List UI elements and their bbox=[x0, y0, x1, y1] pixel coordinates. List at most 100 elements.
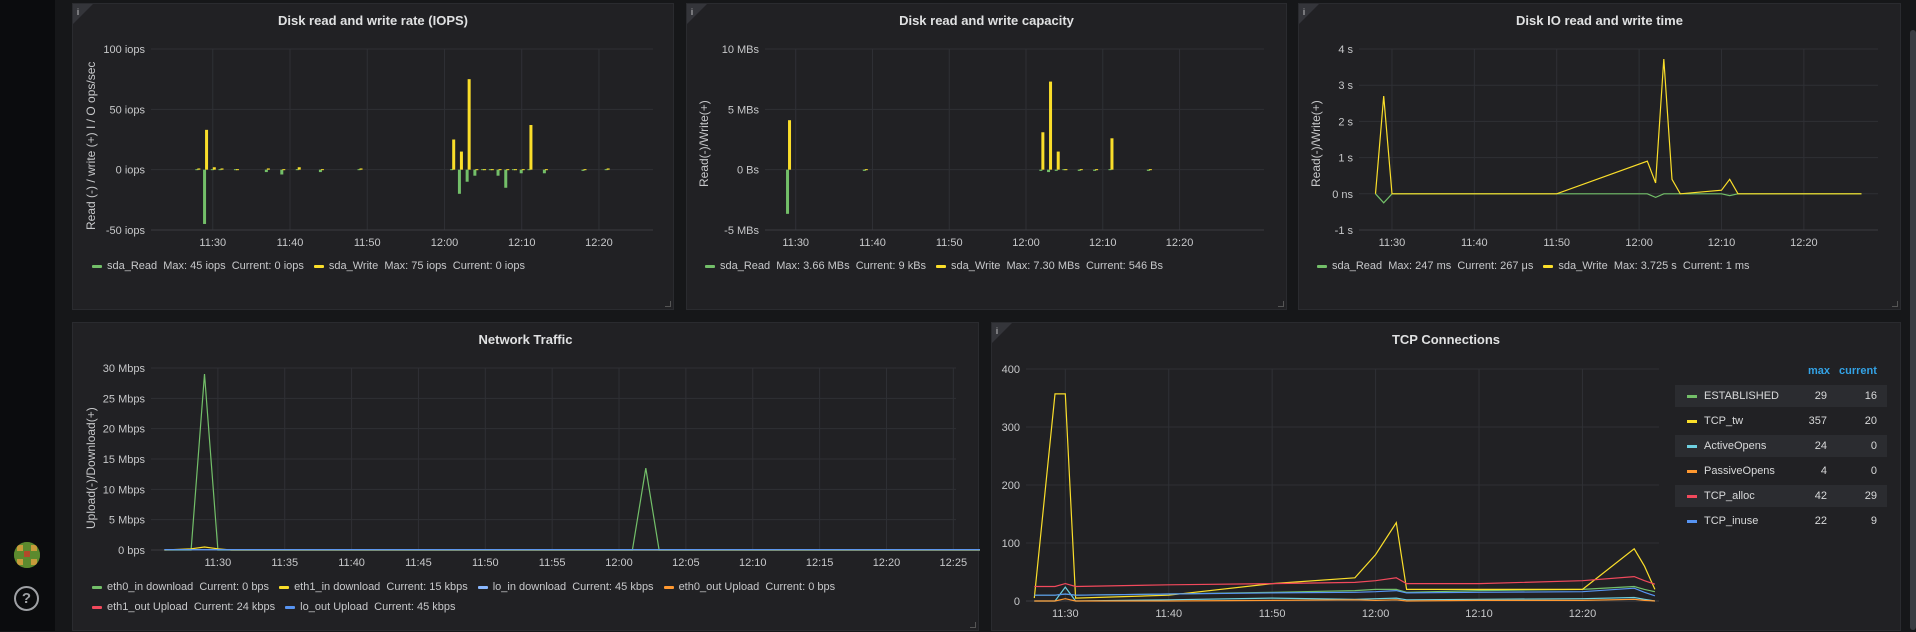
legend-swatch bbox=[477, 585, 488, 589]
header-max[interactable]: max bbox=[1808, 365, 1831, 377]
legend-label: ESTABLISHED bbox=[1704, 390, 1779, 402]
bar-sda_Write bbox=[297, 167, 301, 170]
x-tick-label: 11:40 bbox=[1155, 608, 1182, 620]
legend-label: sda_Write Max: 75 iops Current: 0 iops bbox=[328, 260, 525, 272]
legend-item[interactable]: lo_in download Current: 45 kbps bbox=[477, 577, 654, 597]
tcp-legend-row-TCP_tw[interactable]: TCP_tw 357 20 bbox=[1675, 410, 1887, 432]
bar-sda_Read bbox=[357, 169, 361, 171]
x-tick-label: 12:20 bbox=[1790, 237, 1818, 249]
x-tick-label: 11:55 bbox=[539, 557, 566, 569]
legend-item[interactable]: eth1_in download Current: 15 kbps bbox=[279, 577, 468, 597]
legend-swatch bbox=[313, 264, 324, 268]
info-icon[interactable]: i bbox=[1299, 4, 1319, 24]
x-tick-label: 11:30 bbox=[199, 237, 226, 249]
y-tick-label: 20 Mbps bbox=[103, 424, 146, 436]
bar-sda_Read bbox=[457, 169, 461, 194]
tcp-legend-row-ESTABLISHED[interactable]: ESTABLISHED 29 16 bbox=[1675, 385, 1887, 407]
bar-sda_Write bbox=[788, 120, 792, 170]
bar-sda_Write bbox=[529, 125, 533, 170]
legend-item[interactable]: sda_Read Max: 247 ms Current: 267 μs bbox=[1317, 260, 1533, 272]
panel-disk-capacity: i Disk read and write capacity Read(-)/W… bbox=[686, 3, 1287, 310]
bar-sda_Read bbox=[218, 169, 222, 171]
panel-title: Disk read and write capacity bbox=[899, 13, 1074, 28]
legend-swatch bbox=[1687, 445, 1697, 448]
legend-label: eth0_in download Current: 0 bps bbox=[107, 581, 270, 593]
legend-swatch bbox=[285, 605, 296, 609]
legend-row: eth1_out Upload Current: 24 kbps lo_out U… bbox=[92, 597, 845, 617]
y-tick-label: -50 iops bbox=[106, 225, 146, 237]
legend-item[interactable]: eth0_out Upload Current: 0 bps bbox=[663, 577, 835, 597]
legend-item[interactable]: sda_Read Max: 3.66 MBs Current: 9 kBs bbox=[705, 260, 926, 272]
legend-swatch bbox=[92, 605, 102, 609]
bar-sda_Read bbox=[1047, 169, 1051, 173]
tcp-legend-row-ActiveOpens[interactable]: ActiveOpens 24 0 bbox=[1675, 435, 1887, 457]
legend-item[interactable]: eth1_out Upload Current: 24 kbps bbox=[92, 597, 275, 617]
info-icon[interactable]: i bbox=[73, 4, 93, 24]
resize-handle[interactable] bbox=[665, 301, 671, 307]
resize-handle[interactable] bbox=[1892, 301, 1898, 307]
y-tick-label: 400 bbox=[1002, 364, 1020, 376]
bar-sda_Write bbox=[483, 169, 487, 171]
legend-row: eth0_in download Current: 0 bps eth1_in d… bbox=[92, 577, 845, 597]
legend-item[interactable]: sda_Read Max: 45 iops Current: 0 iops bbox=[92, 260, 304, 272]
help-icon[interactable]: ? bbox=[14, 586, 39, 611]
io-time-chart: 4 s 3 s 2 s 1 s 0 ns -1 s 11:30 11:40 11:50 12:00… bbox=[1332, 44, 1878, 249]
legend-swatch bbox=[705, 264, 715, 268]
legend-item[interactable]: sda_Write Max: 7.30 MBs Current: 546 Bs bbox=[936, 260, 1163, 272]
legend-label: sda_Read Max: 247 ms Current: 267 μs bbox=[1332, 260, 1534, 272]
panel-disk-iops: i Disk read and write rate (IOPS) Read (… bbox=[72, 3, 674, 310]
tcp-legend-row-TCP_alloc[interactable]: TCP_alloc 42 29 bbox=[1675, 485, 1887, 507]
header-current[interactable]: current bbox=[1839, 365, 1877, 377]
avatar[interactable] bbox=[14, 542, 40, 568]
current-value: 20 bbox=[1864, 415, 1877, 427]
legend-item[interactable]: lo_out Upload Current: 45 kbps bbox=[285, 597, 456, 617]
legend-label: eth1_out Upload Current: 24 kbps bbox=[107, 601, 276, 613]
legend-item[interactable]: sda_Write Max: 3.725 s Current: 1 ms bbox=[1543, 260, 1750, 272]
x-tick-label: 12:25 bbox=[940, 557, 968, 569]
y-tick-label: 10 Mbps bbox=[103, 484, 146, 496]
y-tick-label: 50 iops bbox=[110, 104, 146, 116]
y-tick-label: 10 MBs bbox=[722, 44, 760, 56]
bar-sda_Write bbox=[1095, 169, 1099, 171]
svg-text:i: i bbox=[691, 7, 693, 17]
x-tick-label: 12:10 bbox=[1708, 237, 1736, 249]
bar-sda_Write bbox=[1110, 138, 1114, 170]
series-line-PassiveOpens bbox=[1034, 598, 1655, 602]
bar-sda_Write bbox=[452, 139, 456, 170]
panel-title: TCP Connections bbox=[1391, 332, 1501, 347]
bar-sda_Read bbox=[318, 169, 322, 173]
tcp-legend-row-PassiveOpens[interactable]: PassiveOpens 4 0 bbox=[1675, 460, 1887, 482]
x-tick-label: 11:40 bbox=[277, 237, 304, 249]
legend-label: sda_Read Max: 3.66 MBs Current: 9 kBs bbox=[720, 260, 927, 272]
tcp-legend-row-TCP_inuse[interactable]: TCP_inuse 22 9 bbox=[1675, 510, 1887, 532]
info-icon[interactable]: i bbox=[687, 4, 707, 24]
legend-item[interactable]: eth0_in download Current: 0 bps bbox=[92, 577, 269, 597]
bar-sda_Read bbox=[1146, 169, 1150, 171]
x-tick-label: 11:40 bbox=[1461, 237, 1488, 249]
series-line-TCP_inuse bbox=[1034, 587, 1656, 597]
legend-label: eth1_in download Current: 15 kbps bbox=[294, 581, 468, 593]
bar-sda_Write bbox=[864, 169, 868, 171]
panel-tcp-connections: i TCP Connections 400 300 200 100 0 11:30 11:4… bbox=[991, 322, 1901, 631]
legend-label: lo_out Upload Current: 45 kbps bbox=[300, 601, 456, 613]
info-icon[interactable]: i bbox=[992, 323, 1012, 343]
bar-sda_Read bbox=[786, 169, 790, 214]
legend-swatch bbox=[936, 264, 947, 268]
scrollbar[interactable] bbox=[1910, 30, 1916, 630]
bar-sda_Write bbox=[513, 169, 517, 171]
resize-handle[interactable] bbox=[1278, 301, 1284, 307]
resize-handle[interactable] bbox=[970, 622, 976, 628]
bar-sda_Write bbox=[359, 168, 363, 170]
bar-sda_Read bbox=[488, 169, 492, 171]
legend-swatch bbox=[1687, 395, 1697, 398]
bar-sda_Write bbox=[1064, 169, 1068, 171]
legend-swatch bbox=[92, 585, 102, 589]
bar-sda_Write bbox=[235, 169, 239, 171]
bar-sda_Read bbox=[1108, 169, 1112, 171]
current-value: 0 bbox=[1870, 465, 1877, 477]
legend-item[interactable]: sda_Write Max: 75 iops Current: 0 iops bbox=[313, 260, 525, 272]
bar-sda_Write bbox=[498, 169, 502, 171]
y-tick-label: 2 s bbox=[1338, 116, 1353, 128]
legend-swatch bbox=[1687, 495, 1697, 498]
legend: sda_Read Max: 247 ms Current: 267 μs sda_… bbox=[1317, 260, 1760, 272]
